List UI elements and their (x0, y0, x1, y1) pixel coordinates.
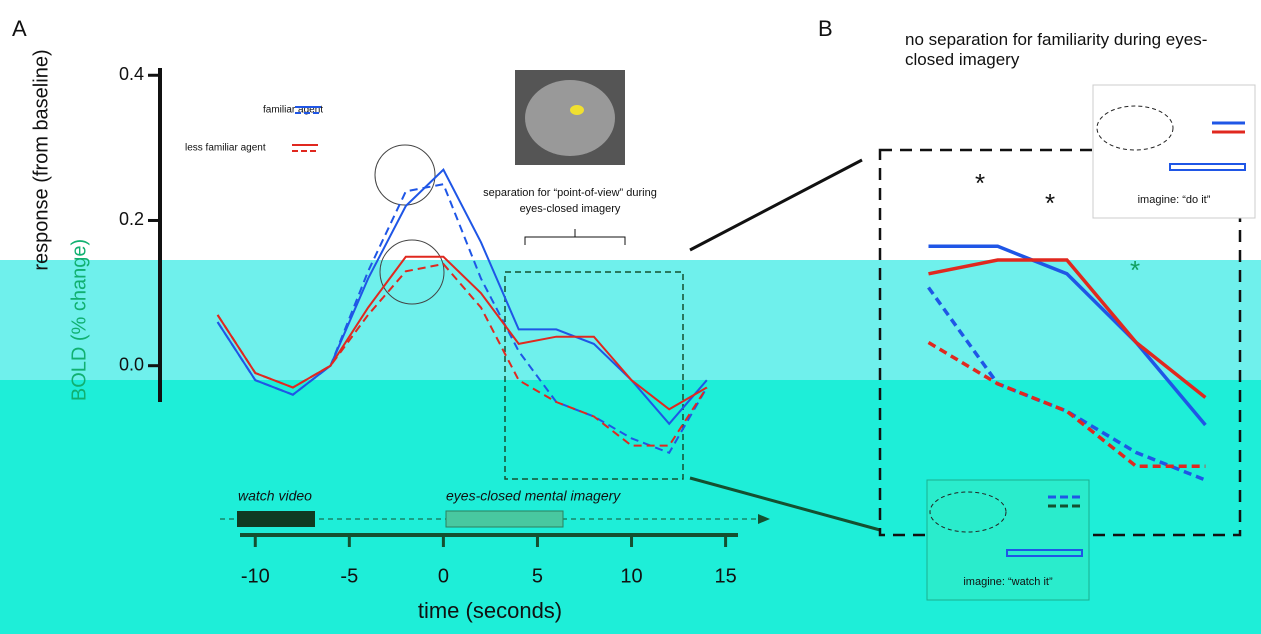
x-tick-label: 0 (438, 565, 449, 587)
series-line (927, 340, 1206, 469)
x-label: time (seconds) (418, 598, 562, 623)
brain-roi (570, 105, 584, 115)
circle (379, 239, 445, 305)
x-tick-label: -5 (340, 565, 358, 587)
inset-box (1092, 84, 1256, 219)
circle (374, 144, 436, 206)
imagery-bar (445, 510, 564, 528)
brain (525, 80, 615, 156)
series-line (216, 262, 708, 447)
note: separation for “point-of-view” during ey… (483, 187, 657, 215)
inset-label: imagine: “watch it” (963, 576, 1053, 588)
thought-cloud (929, 491, 1007, 533)
annotation: * (1045, 188, 1055, 218)
series-line (928, 258, 1207, 399)
inset-box (926, 479, 1090, 601)
arrowhead (758, 514, 770, 524)
zoom-box (504, 271, 684, 480)
series-line (216, 255, 708, 411)
figure-icon (1006, 549, 1083, 557)
figure-icon (1169, 163, 1246, 171)
x-tick-label: 5 (532, 565, 543, 587)
brace (524, 229, 626, 245)
x-tick-label: -10 (241, 565, 270, 587)
note-wrap: separation for “point-of-view” during ey… (483, 187, 657, 215)
inset-label: imagine: “do it” (1138, 194, 1211, 206)
series-line (927, 286, 1207, 482)
y-tick-label: 0.4 (119, 64, 144, 84)
legend-label: familiar agent (263, 105, 323, 116)
panel-label: A (12, 16, 27, 41)
annotation: * (975, 168, 985, 198)
y-tick-label: 0.0 (119, 354, 144, 374)
thought-cloud (1096, 105, 1174, 151)
panel-label: B (818, 16, 833, 41)
y-label: BOLD (% change) (68, 239, 90, 401)
x-tick-label: 10 (620, 565, 642, 587)
tint (0, 260, 1261, 380)
annotation: * (1130, 255, 1140, 285)
title-wrap: no separation for familiarity during eye… (905, 30, 1208, 69)
series-line (216, 183, 708, 455)
x-tick-label: 15 (714, 565, 736, 587)
timeline-label: watch video (238, 488, 312, 504)
video-bar (237, 511, 315, 527)
panel-b-title: no separation for familiarity during eye… (905, 30, 1208, 69)
series-line (928, 244, 1207, 427)
zoom-arrow (689, 476, 881, 532)
y-label: response (from baseline) (30, 49, 52, 270)
timeline-label: eyes-closed mental imagery (446, 488, 621, 504)
legend-label: less familiar agent (185, 143, 266, 154)
zoom-arrow (689, 158, 863, 252)
y-tick-label: 0.2 (119, 209, 144, 229)
